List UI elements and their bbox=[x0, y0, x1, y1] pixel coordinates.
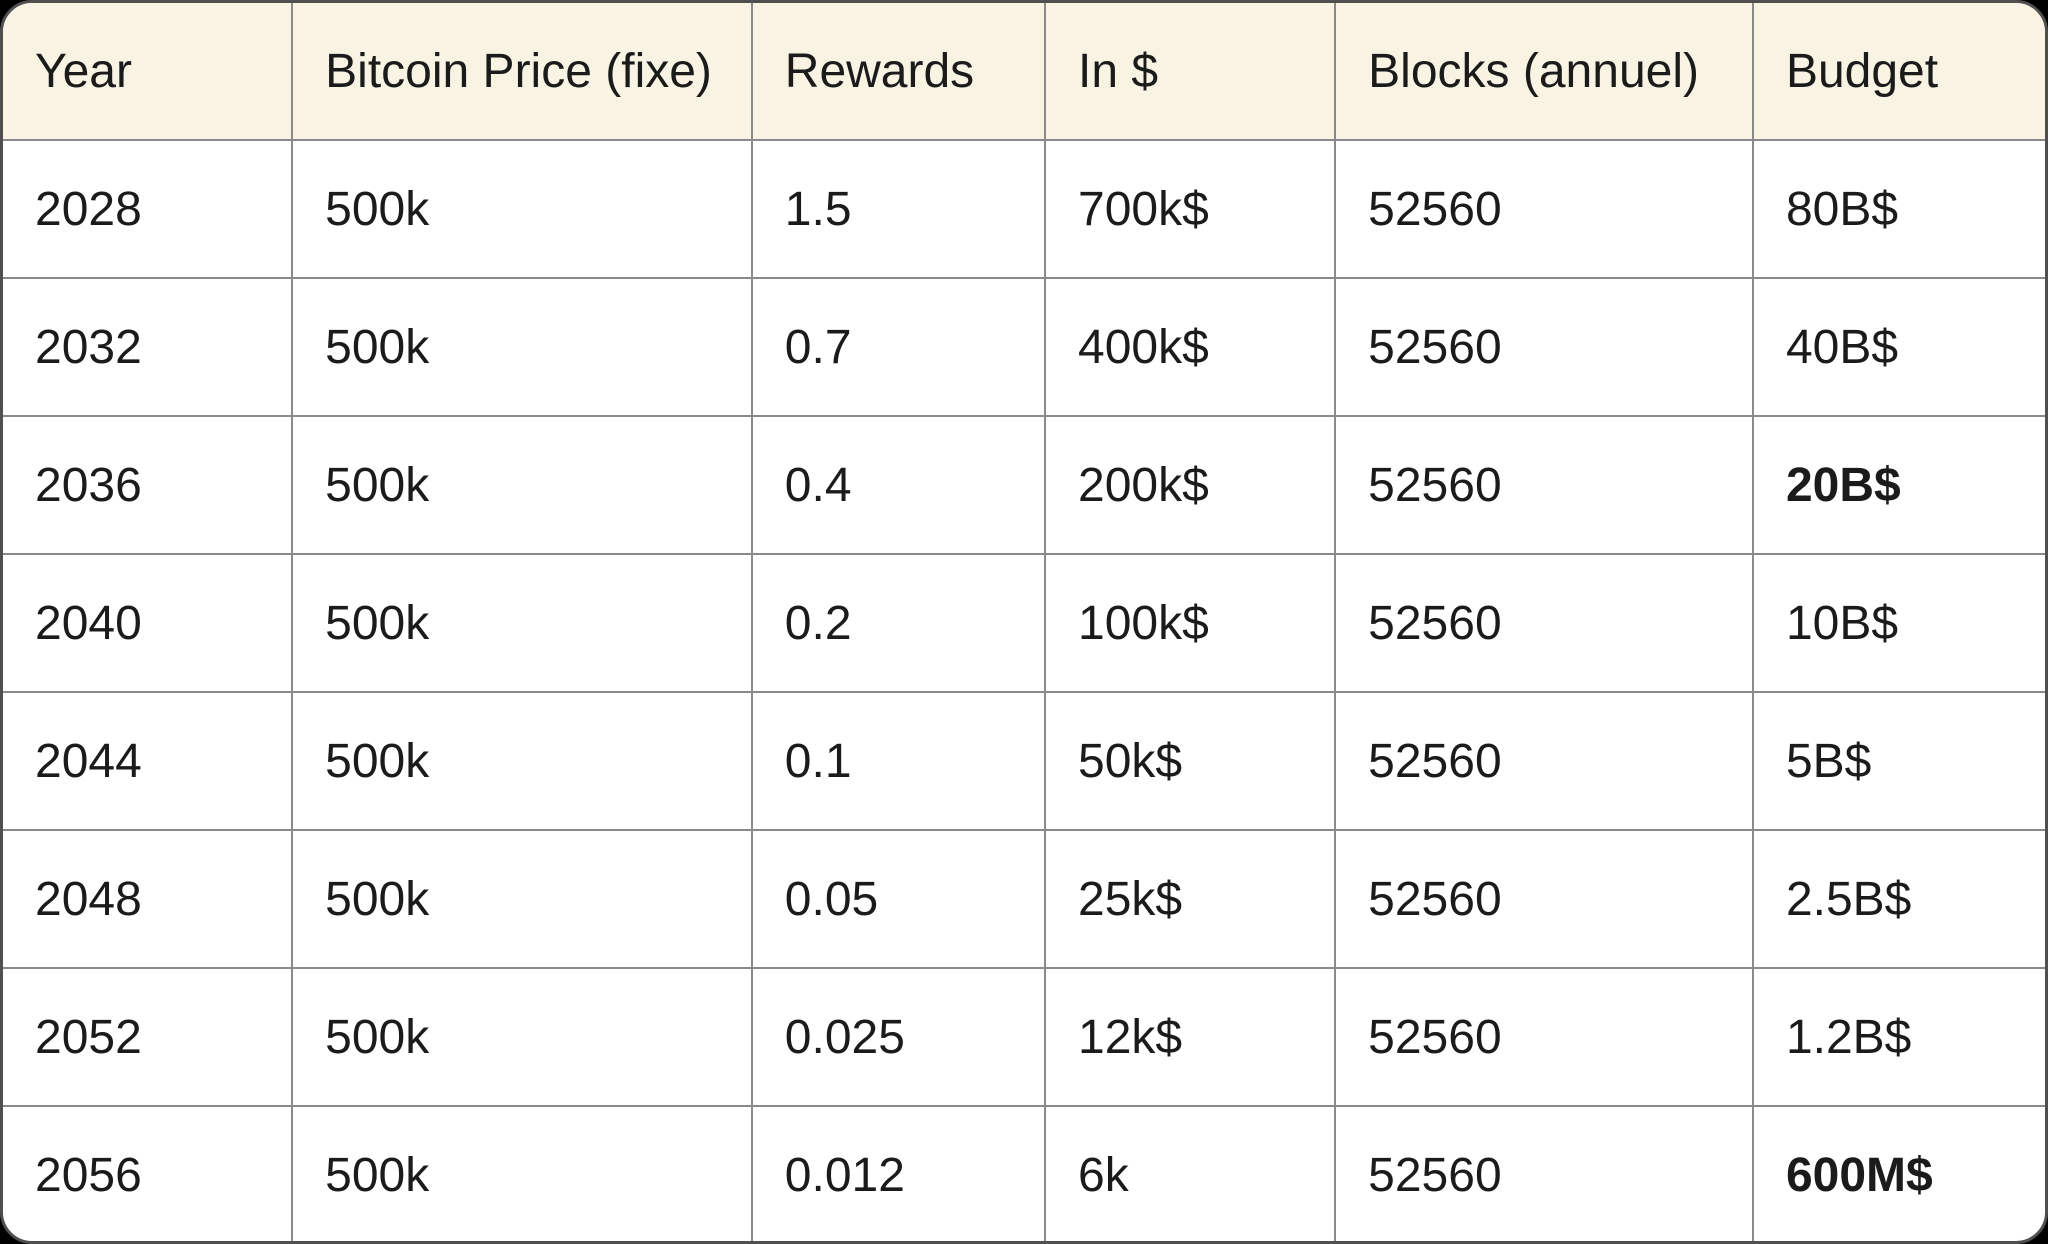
table-cell: 2056 bbox=[3, 1106, 294, 1241]
table-cell: 2028 bbox=[3, 140, 294, 279]
column-header: Bitcoin Price (fixe) bbox=[292, 3, 753, 141]
table-cell: 500k bbox=[292, 1106, 753, 1241]
table-cell: 80B$ bbox=[1752, 140, 2045, 279]
bitcoin-budget-table: Year Bitcoin Price (fixe) Rewards In $ Block… bbox=[3, 3, 2045, 1241]
table-row: 2052 500k 0.025 12k$ 52560 1.2B$ bbox=[3, 968, 2045, 1107]
table-cell: 0.2 bbox=[751, 554, 1047, 693]
table-cell: 0.1 bbox=[751, 692, 1047, 831]
table-row: 2056 500k 0.012 6k 52560 600M$ bbox=[3, 1106, 2045, 1241]
table-cell: 10B$ bbox=[1752, 554, 2045, 693]
table-cell: 2.5B$ bbox=[1752, 830, 2045, 969]
table-cell: 0.025 bbox=[751, 968, 1047, 1107]
column-header: Year bbox=[3, 3, 294, 141]
table-cell: 52560 bbox=[1335, 554, 1754, 693]
table-cell: 500k bbox=[292, 830, 753, 969]
table-cell: 2036 bbox=[3, 416, 294, 555]
table-cell: 2052 bbox=[3, 968, 294, 1107]
column-header: Rewards bbox=[751, 3, 1047, 141]
table-row: 2048 500k 0.05 25k$ 52560 2.5B$ bbox=[3, 830, 2045, 969]
table-cell: 400k$ bbox=[1045, 278, 1337, 417]
table-cell: 52560 bbox=[1335, 968, 1754, 1107]
table-cell: 200k$ bbox=[1045, 416, 1337, 555]
table-body: 2028 500k 1.5 700k$ 52560 80B$ 2032 500k 0.7 400k… bbox=[3, 140, 2045, 1241]
table-row: 2040 500k 0.2 100k$ 52560 10B$ bbox=[3, 554, 2045, 693]
table-cell: 5B$ bbox=[1752, 692, 2045, 831]
table-cell: 2040 bbox=[3, 554, 294, 693]
table-cell: 2048 bbox=[3, 830, 294, 969]
table-cell: 1.2B$ bbox=[1752, 968, 2045, 1107]
table-cell: 25k$ bbox=[1045, 830, 1337, 969]
table-cell: 52560 bbox=[1335, 830, 1754, 969]
table-cell: 0.012 bbox=[751, 1106, 1047, 1241]
table-cell: 500k bbox=[292, 140, 753, 279]
table-cell: 52560 bbox=[1335, 278, 1754, 417]
table-row: 2044 500k 0.1 50k$ 52560 5B$ bbox=[3, 692, 2045, 831]
table-cell: 52560 bbox=[1335, 1106, 1754, 1241]
table-header: Year Bitcoin Price (fixe) Rewards In $ Block… bbox=[3, 3, 2045, 141]
table-cell: 500k bbox=[292, 278, 753, 417]
table-row: 2036 500k 0.4 200k$ 52560 20B$ bbox=[3, 416, 2045, 555]
table-cell: 2032 bbox=[3, 278, 294, 417]
table-cell: 0.05 bbox=[751, 830, 1047, 969]
table-row: 2028 500k 1.5 700k$ 52560 80B$ bbox=[3, 140, 2045, 279]
table-cell: 100k$ bbox=[1045, 554, 1337, 693]
table-cell: 0.4 bbox=[751, 416, 1047, 555]
table-cell: 52560 bbox=[1335, 140, 1754, 279]
table-cell: 6k bbox=[1045, 1106, 1337, 1241]
table-cell: 0.7 bbox=[751, 278, 1047, 417]
table-cell: 500k bbox=[292, 968, 753, 1107]
column-header: Blocks (annuel) bbox=[1335, 3, 1754, 141]
table-cell: 12k$ bbox=[1045, 968, 1337, 1107]
table-cell: 52560 bbox=[1335, 416, 1754, 555]
table-cell: 500k bbox=[292, 416, 753, 555]
table-cell: 2044 bbox=[3, 692, 294, 831]
table-cell: 500k bbox=[292, 692, 753, 831]
table-cell: 40B$ bbox=[1752, 278, 2045, 417]
table-cell: 20B$ bbox=[1752, 416, 2045, 555]
table-header-row: Year Bitcoin Price (fixe) Rewards In $ Block… bbox=[3, 3, 2045, 141]
column-header: Budget bbox=[1752, 3, 2045, 141]
table-cell: 1.5 bbox=[751, 140, 1047, 279]
table-cell: 52560 bbox=[1335, 692, 1754, 831]
table-cell: 700k$ bbox=[1045, 140, 1337, 279]
column-header: In $ bbox=[1045, 3, 1337, 141]
table-cell: 600M$ bbox=[1785, 1148, 1933, 1202]
table-row: 2032 500k 0.7 400k$ 52560 40B$ bbox=[3, 278, 2045, 417]
table-cell: 50k$ bbox=[1045, 692, 1337, 831]
table-cell: 500k bbox=[292, 554, 753, 693]
